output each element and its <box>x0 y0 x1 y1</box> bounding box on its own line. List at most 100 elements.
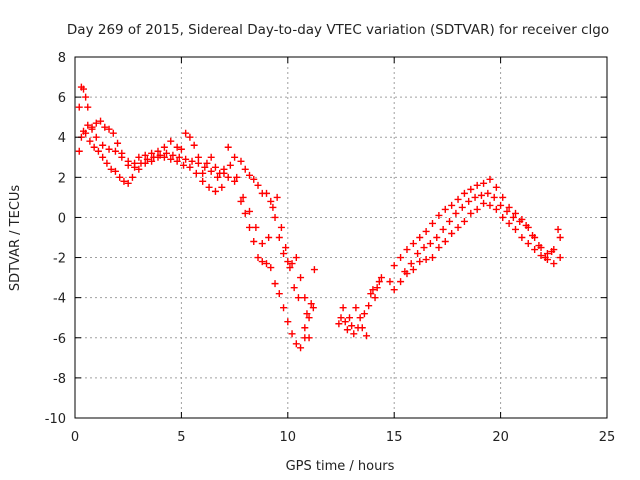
data-point <box>529 231 537 239</box>
data-point <box>467 185 475 193</box>
data-point <box>250 238 258 246</box>
y-axis-label: SDTVAR / TECUs <box>8 185 23 292</box>
y-tick-label: -10 <box>45 412 66 427</box>
data-point <box>214 173 222 181</box>
data-point <box>505 203 513 211</box>
data-point <box>554 225 562 233</box>
data-point <box>390 262 398 270</box>
data-point <box>263 189 271 197</box>
data-point <box>422 256 430 264</box>
data-point <box>454 223 462 231</box>
data-point <box>426 240 434 248</box>
x-tick-label: 15 <box>386 430 403 445</box>
data-point <box>397 278 405 286</box>
x-tick-label: 5 <box>177 430 185 445</box>
data-point <box>207 167 215 175</box>
data-point <box>267 264 275 272</box>
data-point <box>203 159 211 167</box>
data-point <box>310 266 318 274</box>
data-point <box>409 240 417 248</box>
data-point <box>94 147 102 155</box>
y-tick-label: -8 <box>53 372 66 387</box>
y-tick-label: -2 <box>53 252 66 267</box>
data-point <box>111 167 119 175</box>
data-point <box>473 205 481 213</box>
data-point <box>80 127 88 135</box>
data-point <box>167 155 175 163</box>
data-point <box>194 159 202 167</box>
data-point <box>241 165 249 173</box>
data-point <box>192 169 200 177</box>
data-point <box>373 284 381 292</box>
data-point <box>169 151 177 159</box>
data-point <box>448 201 456 209</box>
data-point <box>416 234 424 241</box>
data-point <box>75 147 83 155</box>
series-trace-C <box>401 189 562 276</box>
data-point <box>522 221 530 229</box>
data-point <box>377 274 385 282</box>
x-tick-label: 20 <box>492 430 509 445</box>
data-point <box>173 157 181 165</box>
data-point <box>101 123 109 131</box>
data-point <box>167 137 175 145</box>
data-point <box>137 159 145 167</box>
data-point <box>245 207 253 215</box>
data-point <box>499 213 507 221</box>
data-point <box>371 294 379 302</box>
data-point <box>267 197 275 205</box>
x-tick-label: 10 <box>280 430 297 445</box>
data-point <box>182 155 190 163</box>
data-point <box>471 193 479 201</box>
data-point <box>118 153 126 161</box>
data-point <box>490 193 498 201</box>
data-point <box>511 225 519 233</box>
data-point <box>160 143 168 151</box>
data-point <box>446 217 454 225</box>
data-point <box>352 304 360 312</box>
data-point <box>148 157 156 165</box>
data-point <box>467 209 475 217</box>
series-gap-segments <box>301 266 385 340</box>
data-point <box>186 163 194 171</box>
data-point <box>335 320 343 328</box>
data-point <box>403 246 411 254</box>
data-point <box>337 314 345 322</box>
data-point <box>375 278 383 286</box>
series-trace-A <box>386 199 564 294</box>
data-point <box>303 310 311 318</box>
data-point <box>363 332 371 340</box>
data-point <box>407 260 415 268</box>
data-point <box>128 173 136 181</box>
data-point <box>99 141 107 149</box>
data-point <box>429 254 437 262</box>
data-point <box>297 274 305 282</box>
data-point <box>550 260 558 268</box>
data-point <box>84 121 92 129</box>
data-point <box>505 219 513 227</box>
data-point <box>284 318 292 326</box>
data-point <box>135 153 143 161</box>
data-point <box>416 258 424 266</box>
y-tick-label: -4 <box>53 292 66 307</box>
data-point <box>220 169 228 177</box>
data-point <box>350 330 358 338</box>
data-point <box>465 197 473 205</box>
data-point <box>207 153 215 161</box>
data-point <box>486 175 494 183</box>
x-tick-label: 25 <box>599 430 616 445</box>
data-point <box>537 252 545 260</box>
data-point <box>288 260 296 268</box>
data-point <box>182 129 190 137</box>
data-point <box>224 173 232 181</box>
data-point <box>92 133 100 141</box>
data-point <box>205 183 213 191</box>
data-point <box>124 179 132 187</box>
data-point <box>480 179 488 187</box>
data-point <box>150 153 158 161</box>
data-point <box>531 246 539 254</box>
data-point <box>163 149 171 157</box>
data-point <box>75 103 83 111</box>
data-point <box>401 268 409 276</box>
